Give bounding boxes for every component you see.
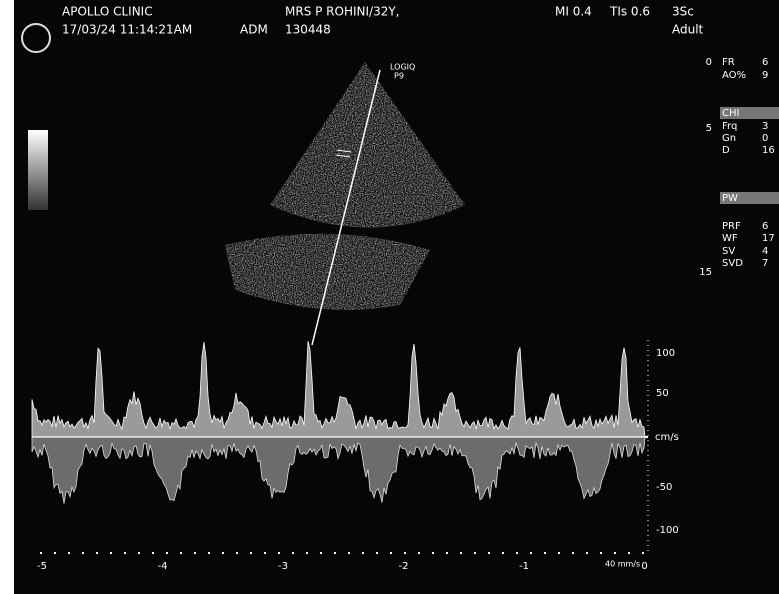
operator: ADM — [240, 23, 268, 37]
time-label: -1 — [519, 561, 529, 572]
patient: MRS P ROHINI/32Y, — [285, 5, 400, 19]
param-value: 6 — [762, 57, 768, 68]
velocity-label: -100 — [656, 525, 679, 536]
param-label: Frq — [722, 121, 737, 132]
time-label: -5 — [37, 561, 47, 572]
model: P9 — [394, 72, 404, 81]
param-value: 3 — [762, 121, 768, 132]
time-label: -3 — [278, 561, 288, 572]
mi: MI 0.4 — [555, 5, 592, 19]
probe: 3Sc — [672, 5, 694, 19]
depth-label: 15 — [699, 267, 712, 278]
datetime: 17/03/24 11:14:21AM — [62, 23, 192, 37]
velocity-label: 50 — [656, 388, 669, 399]
param-value: 9 — [762, 70, 768, 81]
depth-label: 5 — [706, 123, 712, 134]
param-label: FR — [722, 57, 735, 68]
param-value: 16 — [762, 145, 775, 156]
time-label: -4 — [158, 561, 168, 572]
param-label: PRF — [722, 221, 741, 232]
clinic: APOLLO CLINIC — [62, 5, 153, 19]
tis: TIs 0.6 — [609, 5, 650, 19]
velocity-unit: cm/s — [655, 432, 679, 443]
velocity-label: 100 — [656, 348, 675, 359]
grayscale-bar — [28, 130, 48, 210]
param-label: AO% — [722, 70, 746, 81]
sweep-speed: 40 mm/s — [605, 560, 640, 569]
param-value: 17 — [762, 233, 775, 244]
param-label: Gn — [722, 133, 736, 144]
depth-label: 0 — [706, 57, 712, 68]
param-label: WF — [722, 233, 738, 244]
param-value: 4 — [762, 246, 768, 257]
patient-id: 130448 — [285, 23, 331, 37]
param-label: CHI — [722, 108, 739, 119]
param-label: SV — [722, 246, 735, 257]
preset: Adult — [672, 23, 704, 37]
velocity-label: -50 — [656, 482, 672, 493]
param-value: 6 — [762, 221, 768, 232]
ultrasound-screen: APOLLO CLINIC 17/03/24 11:14:21AM ADM MR… — [0, 0, 779, 594]
param-label: PW — [722, 193, 738, 204]
param-label: SVD — [722, 258, 743, 269]
time-label: -2 — [399, 561, 409, 572]
time-label: 0 — [641, 561, 647, 572]
param-label: D — [722, 145, 730, 156]
param-value: 7 — [762, 258, 768, 269]
param-value: 0 — [762, 133, 768, 144]
brand: LOGIQ — [390, 63, 415, 72]
